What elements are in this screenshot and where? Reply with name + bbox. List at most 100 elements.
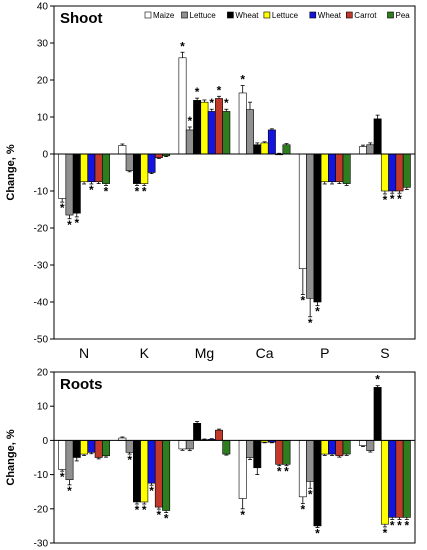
bar-roots-1-4	[306, 440, 315, 482]
y-tick-label: 0	[42, 436, 48, 447]
significance-star: *	[315, 527, 320, 541]
bar-roots-4-5	[388, 440, 397, 518]
significance-star: *	[390, 192, 395, 206]
significance-star: *	[404, 518, 409, 532]
plot-frame	[53, 5, 416, 340]
y-tick-label: 40	[37, 2, 49, 13]
significance-star: *	[127, 453, 132, 467]
panel-title: Roots	[60, 376, 103, 393]
significance-star: *	[397, 518, 402, 532]
bar-roots-2-2	[193, 422, 202, 441]
significance-star: *	[67, 484, 72, 498]
significance-star: *	[60, 201, 65, 215]
y-axis-label: Change, %	[5, 144, 17, 200]
bar-roots-4-4	[328, 440, 336, 455]
bar-roots-2-4	[313, 440, 322, 527]
bar-roots-1-5	[366, 440, 375, 451]
significance-star: *	[308, 316, 313, 330]
significance-star: *	[164, 512, 169, 526]
bar-shoot-6-4	[342, 153, 351, 184]
significance-star: *	[301, 503, 306, 517]
bar-shoot-3-2	[200, 101, 209, 155]
bar-shoot-1-3	[246, 109, 254, 155]
y-tick-label: -30	[34, 539, 49, 550]
significance-star: *	[149, 484, 154, 498]
significance-star: *	[315, 305, 320, 319]
category-label: Ca	[256, 345, 274, 361]
legend-swatch	[181, 11, 188, 19]
significance-star: *	[187, 114, 192, 128]
bar-roots-0-4	[298, 440, 307, 498]
panel-title: Shoot	[60, 10, 103, 27]
bar-shoot-1-2	[185, 129, 194, 155]
bar-shoot-2-3	[253, 144, 262, 155]
bar-roots-1-0	[65, 440, 74, 481]
y-tick-label: -20	[34, 504, 49, 515]
y-tick-label: 0	[42, 150, 48, 161]
bar-shoot-2-0	[72, 153, 81, 214]
bar-shoot-3-0	[80, 153, 89, 183]
legend-label: Carrot	[354, 11, 377, 20]
bar-shoot-4-0	[87, 153, 96, 183]
bar-roots-0-2	[178, 440, 187, 450]
bar-shoot-2-2	[193, 100, 202, 155]
significance-star: *	[277, 465, 282, 479]
bar-shoot-0-1	[118, 145, 127, 155]
category-label: Mg	[195, 345, 214, 361]
bar-shoot-3-3	[260, 142, 269, 155]
bar-shoot-6-5	[402, 153, 411, 188]
y-tick-label: 20	[37, 368, 49, 379]
y-axis-label: Change, %	[5, 429, 17, 485]
bar-roots-2-3	[253, 440, 262, 469]
significance-star: *	[142, 184, 147, 198]
bar-roots-2-5	[373, 387, 382, 441]
bar-roots-3-1	[140, 440, 149, 503]
legend-swatch	[263, 11, 271, 19]
category-label: S	[380, 345, 389, 361]
significance-star: *	[195, 85, 200, 99]
bar-shoot-5-0	[94, 153, 103, 183]
bar-shoot-5-2	[215, 98, 223, 155]
plot-frame	[53, 371, 416, 544]
significance-star: *	[74, 216, 79, 230]
shoot-chart: -50-40-30-20-10010203040****************…	[5, 2, 416, 361]
bar-shoot-3-4	[320, 153, 329, 183]
bar-shoot-4-2	[207, 111, 216, 155]
bar-roots-6-1	[162, 440, 171, 511]
bar-roots-5-3	[275, 440, 284, 465]
legend-swatch	[387, 11, 394, 19]
significance-star: *	[397, 192, 402, 206]
significance-star: *	[375, 373, 380, 387]
bar-shoot-3-1	[140, 153, 149, 184]
y-tick-label: -50	[34, 335, 49, 346]
legend-label: Pea	[396, 11, 411, 20]
y-tick-label: 20	[37, 76, 49, 87]
bar-shoot-4-1	[147, 153, 156, 173]
significance-star: *	[209, 96, 214, 110]
bar-shoot-2-4	[313, 153, 322, 303]
y-tick-label: 30	[37, 39, 49, 50]
bar-shoot-6-2	[222, 111, 231, 155]
legend-swatch	[144, 11, 152, 19]
legend-label: Maize	[153, 11, 175, 20]
bar-roots-5-1	[154, 440, 163, 508]
bar-shoot-4-5	[388, 153, 397, 192]
significance-star: *	[284, 465, 289, 479]
bar-shoot-0-4	[298, 153, 307, 269]
bar-roots-6-3	[282, 440, 291, 465]
bar-roots-6-4	[342, 440, 351, 455]
bar-roots-2-1	[133, 440, 141, 503]
significance-star: *	[135, 503, 140, 517]
bar-shoot-0-3	[238, 92, 247, 155]
category-label: N	[79, 345, 89, 361]
significance-star: *	[240, 73, 245, 87]
bar-roots-1-2	[185, 440, 194, 450]
bar-shoot-5-5	[395, 153, 404, 192]
significance-star: *	[104, 184, 109, 198]
bar-roots-5-0	[94, 440, 103, 458]
y-tick-label: -20	[34, 224, 49, 235]
bar-shoot-2-1	[133, 153, 141, 184]
significance-star: *	[308, 487, 313, 501]
